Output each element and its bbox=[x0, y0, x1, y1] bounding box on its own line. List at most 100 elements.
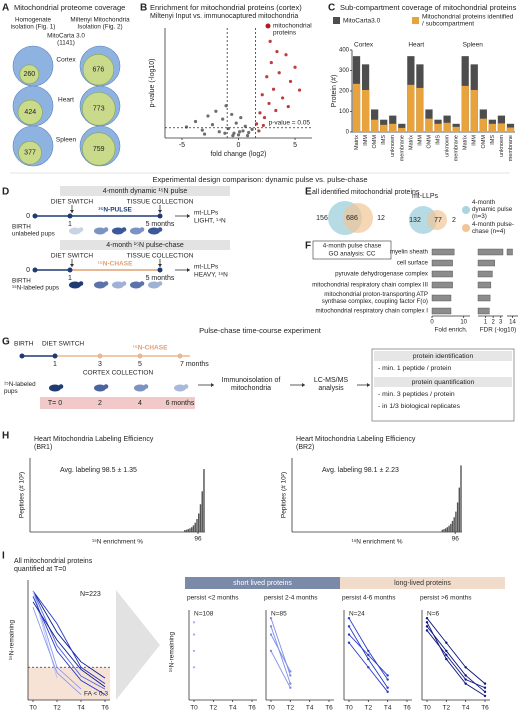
series-point bbox=[192, 666, 196, 669]
time-label: 0 bbox=[26, 267, 30, 274]
title-box bbox=[60, 240, 230, 250]
bar bbox=[380, 124, 388, 132]
bar bbox=[477, 294, 491, 302]
legend-label: Mitochondrial proteins identified / subc… bbox=[422, 13, 514, 28]
group-header bbox=[185, 577, 340, 589]
chart-title: Heart Mitochondria Labeling Efficiency (… bbox=[296, 435, 416, 451]
legend-marker bbox=[462, 206, 470, 214]
venn-set bbox=[343, 203, 373, 233]
histogram-bar bbox=[184, 530, 186, 532]
series-point bbox=[483, 686, 487, 689]
mouse-icon bbox=[121, 227, 127, 232]
x-tick-label: unknown bbox=[390, 135, 396, 157]
legend-marker bbox=[265, 23, 271, 29]
result-label: LIGHT, ¹⁴N bbox=[194, 218, 226, 225]
mouse-icon bbox=[94, 227, 106, 235]
mouse-icon bbox=[58, 384, 64, 389]
timepoint-label: 6 months bbox=[166, 400, 195, 407]
mouse-icon bbox=[78, 281, 84, 286]
y-axis-label: p-value (-log10) bbox=[149, 58, 156, 107]
x-tick-label: IMM bbox=[417, 135, 423, 146]
series-line bbox=[426, 622, 486, 697]
venn-count: 686 bbox=[346, 215, 358, 222]
panel-subtitle: persist >6 months bbox=[420, 595, 472, 602]
mouse-icon bbox=[174, 384, 186, 392]
series-point bbox=[289, 682, 292, 685]
venn-title: mt-LLPs bbox=[412, 193, 439, 200]
column-header: isolation (Fig. 1) bbox=[11, 24, 56, 31]
series-point bbox=[425, 621, 429, 624]
series-point bbox=[483, 682, 487, 685]
x-tick-label: -5 bbox=[179, 142, 185, 149]
series-point bbox=[367, 649, 370, 653]
x-tick-label: T4 bbox=[384, 705, 392, 712]
x-tick-label: T2 bbox=[287, 705, 295, 712]
data-point bbox=[206, 114, 210, 118]
data-point bbox=[261, 123, 265, 128]
data-point bbox=[274, 108, 278, 113]
series-line bbox=[32, 601, 106, 688]
series-line bbox=[426, 617, 486, 684]
x-tick-label: unknown bbox=[499, 135, 505, 157]
time-label: 7 months bbox=[180, 361, 209, 368]
coverage-circle bbox=[81, 92, 116, 126]
series-point bbox=[425, 625, 429, 628]
data-point bbox=[238, 130, 242, 134]
data-point bbox=[236, 133, 241, 137]
bar bbox=[470, 89, 478, 132]
series-point bbox=[386, 686, 389, 689]
x-tick-label: T4 bbox=[229, 705, 237, 712]
series-line bbox=[32, 590, 82, 690]
legend-label: 4-month pulse-chase (n=4) bbox=[472, 220, 514, 235]
group-label: long-lived proteins bbox=[394, 580, 451, 587]
series-line bbox=[426, 630, 486, 689]
criteria-header bbox=[374, 377, 512, 387]
step-label: DIET SWITCH bbox=[51, 199, 93, 206]
venn-set bbox=[427, 210, 447, 230]
histogram-bar bbox=[191, 527, 193, 532]
panel-letter: I bbox=[2, 551, 5, 562]
coverage-circle bbox=[19, 64, 40, 85]
bar bbox=[352, 83, 361, 132]
data-point bbox=[243, 124, 247, 128]
step-label: TISSUE COLLECTION bbox=[127, 253, 194, 260]
column-header: Isolation (Fig. 2) bbox=[77, 24, 122, 31]
y-tick-label: 300 bbox=[339, 68, 350, 74]
panel-letter: G bbox=[2, 337, 10, 348]
data-point bbox=[193, 119, 198, 124]
data-point bbox=[221, 117, 225, 121]
data-point bbox=[260, 93, 264, 97]
series-line bbox=[270, 618, 291, 676]
time-label: 1 bbox=[68, 221, 72, 228]
venn-count: 2 bbox=[452, 217, 456, 224]
data-point bbox=[250, 127, 254, 131]
series-point bbox=[425, 616, 429, 620]
x-tick-label: unknown bbox=[445, 135, 451, 157]
x-tick-label: T0 bbox=[190, 705, 198, 712]
bar bbox=[477, 259, 495, 267]
y-axis-label: Peptides (# 10²) bbox=[281, 472, 288, 518]
timeline-dot bbox=[157, 267, 163, 273]
threshold-label: p-value = 0.05 bbox=[269, 120, 311, 127]
arrow-head bbox=[187, 268, 190, 272]
bar bbox=[398, 127, 406, 132]
x-tick-label: Matrix bbox=[354, 135, 360, 150]
histogram-bar bbox=[201, 491, 203, 532]
phase-label: ¹⁵N-CHASE bbox=[98, 261, 133, 268]
x-tick-label: 3 bbox=[499, 320, 503, 326]
x-tick-label: T0 bbox=[267, 705, 275, 712]
series-point bbox=[347, 641, 351, 644]
go-term: mitochondrial respiratory chain complex … bbox=[315, 307, 428, 315]
go-term: myelin sheath bbox=[389, 248, 428, 256]
series-line bbox=[270, 650, 291, 688]
legend-swatch bbox=[333, 17, 340, 24]
column-header: Homogenate bbox=[15, 17, 52, 24]
series-line bbox=[270, 626, 291, 684]
data-point bbox=[271, 87, 276, 91]
histogram-bar bbox=[198, 513, 200, 532]
design-title: 4-month dynamic ¹⁵N pulse bbox=[103, 188, 188, 195]
y-axis-label: ¹⁵N-remaining bbox=[169, 631, 176, 672]
y-tick-label: 400 bbox=[339, 48, 350, 54]
go-term: mitochondrial respiratory chain complex … bbox=[312, 281, 428, 289]
series-line bbox=[32, 607, 82, 695]
